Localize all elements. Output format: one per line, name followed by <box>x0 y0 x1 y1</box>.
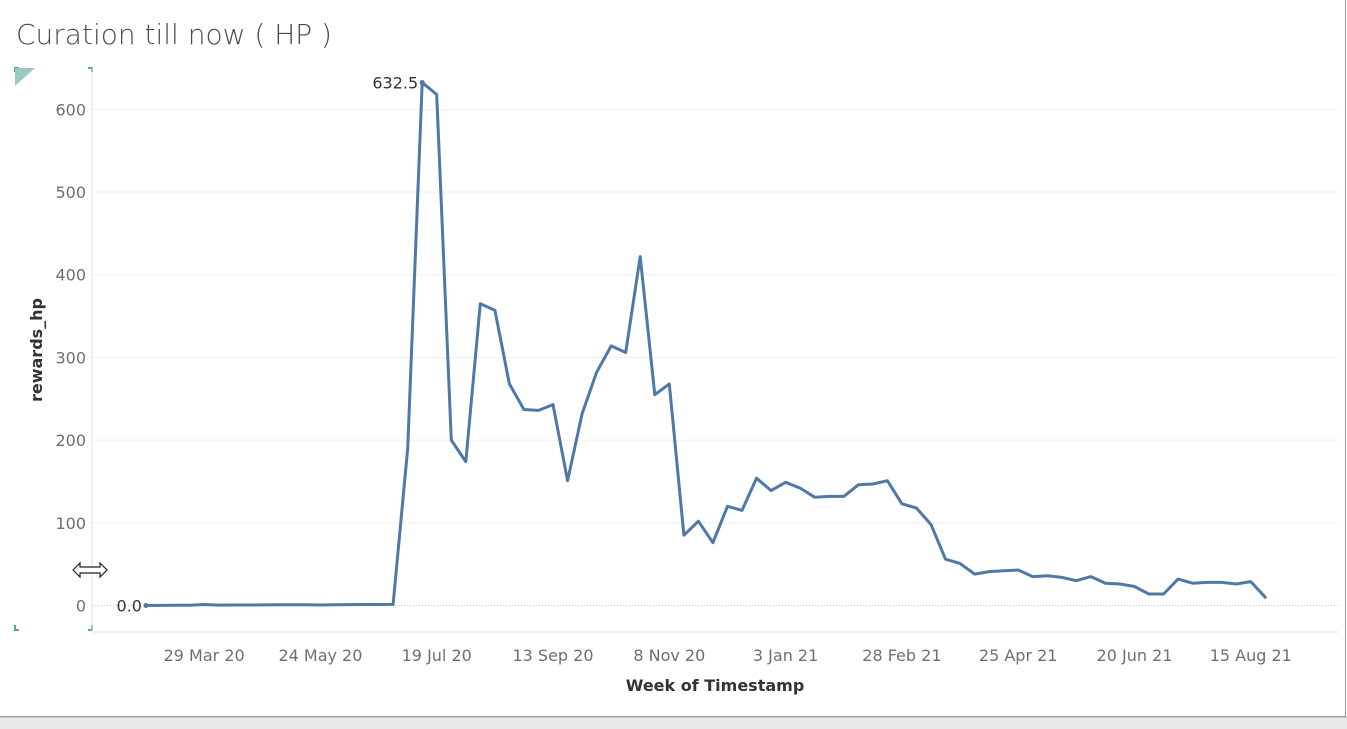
series-marker[interactable] <box>143 603 149 609</box>
y-tick-label: 100 <box>55 514 86 533</box>
gridlines <box>92 108 1338 524</box>
resize-cursor-icon <box>72 561 108 579</box>
data-label: 632.5 <box>372 73 418 92</box>
bottom-strip <box>0 717 1347 729</box>
y-tick-label: 200 <box>55 431 86 450</box>
y-tick-label: 0 <box>76 597 86 616</box>
data-labels: 632.5 0.0 <box>117 73 419 615</box>
pane-select-icon[interactable] <box>15 68 35 86</box>
series-marker[interactable] <box>419 79 425 85</box>
y-tick-label: 400 <box>55 266 86 285</box>
y-tick-label: 300 <box>55 348 86 367</box>
x-tick-label: 15 Aug 21 <box>1210 646 1292 665</box>
y-tick-label: 600 <box>55 100 86 119</box>
x-tick-label: 25 Apr 21 <box>979 646 1058 665</box>
x-tick-label: 19 Jul 20 <box>402 646 472 665</box>
series-markers <box>143 79 425 609</box>
x-tick-labels: 29 Mar 20 24 May 20 19 Jul 20 13 Sep 20 8 No… <box>164 646 1292 665</box>
x-tick-label: 29 Mar 20 <box>164 646 245 665</box>
x-tick-label: 28 Feb 21 <box>862 646 941 665</box>
x-tick-label: 24 May 20 <box>278 646 362 665</box>
x-axis-title: Week of Timestamp <box>626 676 805 695</box>
x-tick-label: 13 Sep 20 <box>512 646 593 665</box>
data-label: 0.0 <box>117 597 142 616</box>
x-tick-label: 20 Jun 21 <box>1097 646 1173 665</box>
y-axis-title: rewards_hp <box>27 298 46 402</box>
x-tick-label: 3 Jan 21 <box>753 646 818 665</box>
y-tick-label: 500 <box>55 183 86 202</box>
series-line[interactable] <box>144 81 1267 607</box>
y-tick-labels: 0 100 200 300 400 500 600 <box>55 100 86 615</box>
x-tick-label: 8 Nov 20 <box>633 646 705 665</box>
chart-title: Curation till now ( HP ) <box>16 18 332 51</box>
